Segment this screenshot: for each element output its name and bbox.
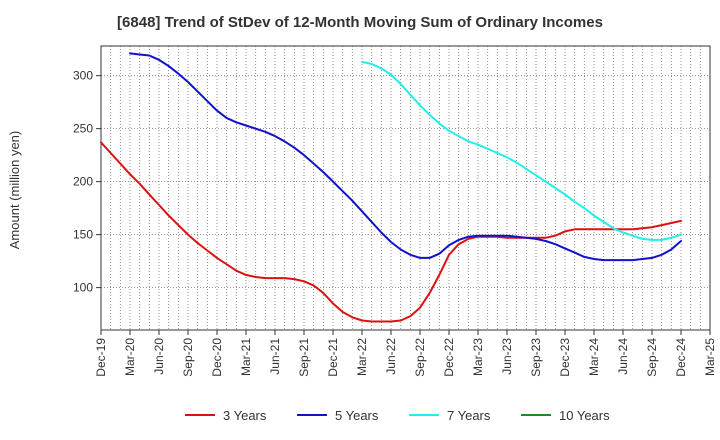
y-tick-label: 150 (73, 228, 93, 242)
x-tick-label: Dec-19 (94, 338, 108, 377)
x-tick-label: Mar-23 (471, 338, 485, 376)
y-tick-label: 100 (73, 281, 93, 295)
x-tick-label: Dec-20 (210, 338, 224, 377)
series-line-7-years (361, 60, 682, 241)
y-axis-title: Amount (million yen) (7, 131, 22, 250)
x-tick-label: Sep-24 (645, 338, 659, 377)
x-tick-label: Dec-22 (442, 338, 456, 377)
legend-label-5-years: 5 Years (335, 408, 379, 423)
grid-lines (101, 46, 710, 330)
series-line-5-years (129, 52, 682, 262)
y-tick-label: 200 (73, 175, 93, 189)
chart-axes (100, 45, 711, 331)
series-line-3-years (100, 141, 682, 323)
x-tick-labels: Dec-19 Mar-20 Jun-20 Sep-20 Dec-20 Mar-21 Jun-… (94, 330, 717, 377)
x-tick-label: Sep-23 (529, 338, 543, 377)
x-tick-label: Dec-24 (674, 338, 688, 377)
chart-title: [6848] Trend of StDev of 12-Month Moving… (117, 14, 603, 31)
x-tick-label: Sep-22 (413, 338, 427, 377)
y-tick-labels: 100 150 200 250 300 (73, 69, 101, 295)
x-tick-label: Sep-20 (181, 338, 195, 377)
x-tick-label: Sep-21 (297, 338, 311, 377)
x-tick-label: Jun-21 (268, 338, 282, 375)
x-tick-label: Jun-24 (616, 338, 630, 375)
x-tick-label: Jun-23 (500, 338, 514, 375)
x-tick-label: Mar-24 (587, 338, 601, 376)
legend-label-7-years: 7 Years (447, 408, 491, 423)
plot-frame (100, 45, 711, 331)
x-tick-label: Mar-22 (355, 338, 369, 376)
x-tick-label: Jun-20 (152, 338, 166, 375)
x-tick-label: Mar-25 (703, 338, 717, 376)
x-tick-label: Jun-22 (384, 338, 398, 375)
legend: 3 Years 5 Years 7 Years 10 Years (185, 408, 610, 423)
series-lines (100, 52, 682, 323)
x-tick-label: Mar-21 (239, 338, 253, 376)
y-tick-label: 250 (73, 122, 93, 136)
legend-label-3-years: 3 Years (223, 408, 267, 423)
x-tick-label: Dec-23 (558, 338, 572, 377)
y-tick-label: 300 (73, 69, 93, 83)
x-tick-label: Mar-20 (123, 338, 137, 376)
x-tick-label: Dec-21 (326, 338, 340, 377)
legend-label-10-years: 10 Years (559, 408, 610, 423)
